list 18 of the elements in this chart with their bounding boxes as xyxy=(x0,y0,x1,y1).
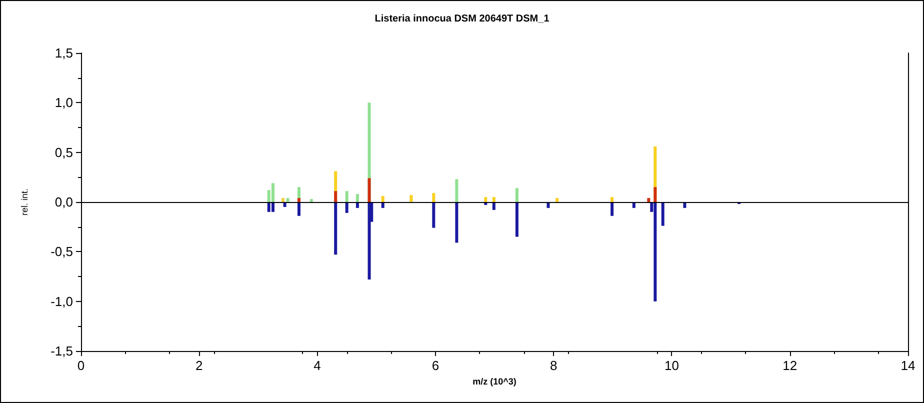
x-tick-label: 8 xyxy=(550,358,558,373)
x-tick-label: 10 xyxy=(664,358,679,373)
y-tick-label: 1,0 xyxy=(54,95,73,110)
y-tick-label: 0,5 xyxy=(54,144,73,160)
x-tick-label: 12 xyxy=(782,358,798,373)
x-tick-label: 14 xyxy=(900,358,916,373)
y-tick-label: 1,5 xyxy=(54,46,73,60)
x-tick-label: 0 xyxy=(77,358,85,373)
y-tick-label: -1,5 xyxy=(50,344,73,358)
y-axis-title: rel. int. xyxy=(20,188,30,216)
y-tick-label: 0,0 xyxy=(54,194,73,210)
y-tick-label: -0,5 xyxy=(50,244,73,260)
chart-title: Listeria innocua DSM 20649T DSM_1 xyxy=(374,14,550,24)
y-tick-label: -1,0 xyxy=(50,294,73,309)
x-tick-label: 4 xyxy=(314,358,321,373)
x-tick-label: 2 xyxy=(196,358,203,373)
x-tick-label: 6 xyxy=(432,358,440,373)
x-axis-title: m/z (10^3) xyxy=(472,376,516,386)
